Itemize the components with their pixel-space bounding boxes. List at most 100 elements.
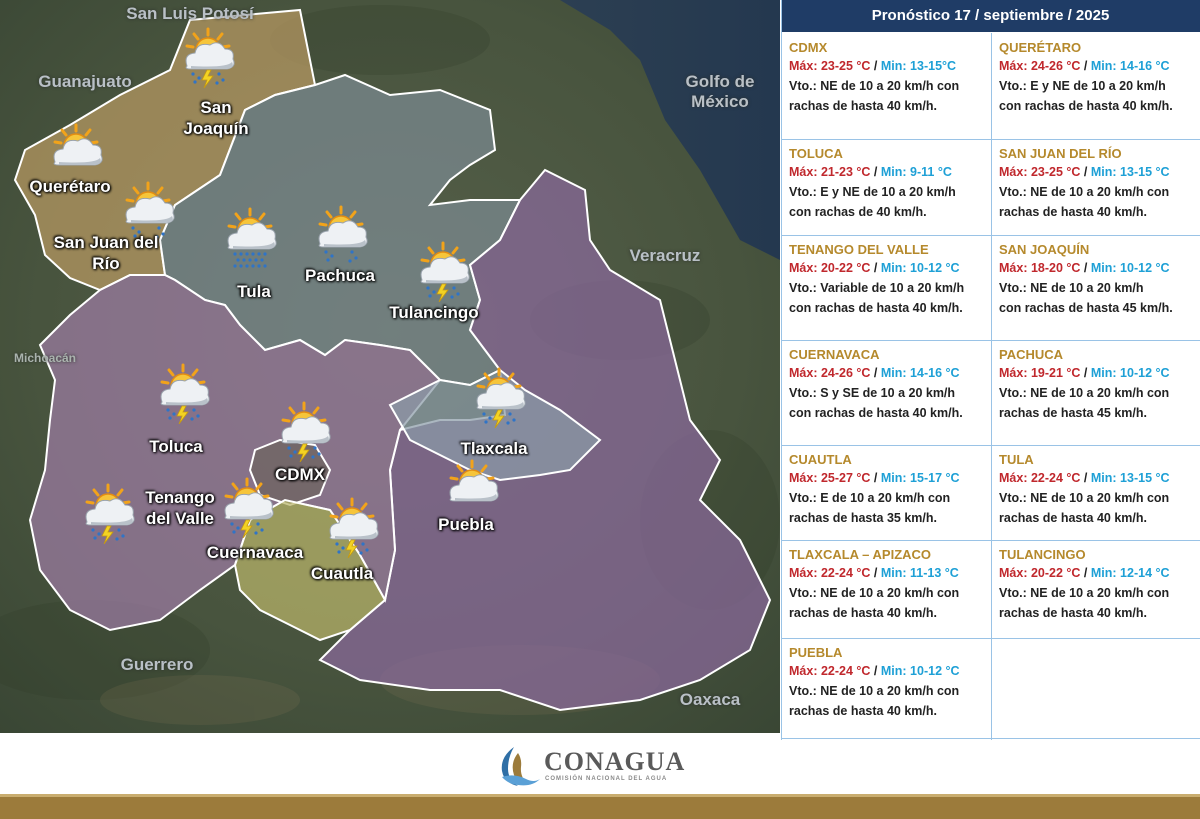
wind-line-2: rachas de hasta 40 km/h. — [999, 511, 1147, 525]
wind-line-1: Vto.: NE de 10 a 20 km/h con — [999, 185, 1170, 199]
max-prefix: Máx: — [789, 59, 818, 73]
forecast-cell: TULA Máx: 22-24 °C / Min: 13-15 °C Vto.: N… — [991, 445, 1200, 540]
temp-separator: / — [1080, 261, 1091, 275]
grid-divider — [781, 445, 1200, 446]
temp-separator: / — [870, 664, 881, 678]
footer-gold-bar — [0, 797, 1200, 819]
min-prefix: Min: — [880, 664, 907, 678]
city-name: QUERÉTARO — [999, 40, 1082, 55]
place-san-luis-potosi: San Luis Potosí — [126, 4, 254, 23]
storm-cloud-icon — [185, 27, 235, 88]
storm-cloud-icon — [329, 497, 379, 558]
temperature-line: Máx: 22-24 °C / Min: 13-15 °C — [999, 468, 1200, 488]
wind-line-2: rachas de hasta 40 km/h. — [789, 99, 937, 113]
sun-cloud-icon — [53, 123, 103, 166]
wind-line-1: Vto.: NE de 10 a 20 km/h — [999, 281, 1144, 295]
temp-separator: / — [870, 261, 881, 275]
place-veracruz: Veracruz — [629, 246, 701, 265]
min-prefix: Min: — [1090, 165, 1117, 179]
temp-separator: / — [870, 471, 881, 485]
max-temp: 23-25 °C — [1030, 165, 1081, 179]
wind-line-2: rachas de hasta 40 km/h. — [999, 606, 1147, 620]
min-prefix: Min: — [880, 366, 907, 380]
city-label-tlaxcala: Tlaxcala — [460, 439, 528, 458]
max-prefix: Máx: — [999, 59, 1028, 73]
max-temp: 22-24 °C — [820, 664, 871, 678]
wind-line-1: Vto.: S y SE de 10 a 20 km/h — [789, 386, 956, 400]
city-label-pachuca: Pachuca — [305, 266, 375, 285]
max-temp: 25-27 °C — [820, 471, 871, 485]
max-prefix: Máx: — [999, 165, 1028, 179]
storm-cloud-icon — [476, 367, 526, 428]
city-name: CUAUTLA — [789, 452, 852, 467]
temp-separator: / — [1080, 471, 1091, 485]
grid-divider — [781, 235, 1200, 236]
max-temp: 20-22 °C — [1030, 566, 1081, 580]
place-guerrero: Guerrero — [120, 655, 194, 674]
temp-separator: / — [1080, 566, 1091, 580]
wind-line-1: Vto.: NE de 10 a 20 km/h con — [789, 684, 960, 698]
min-prefix: Min: — [880, 59, 907, 73]
forecast-cell: QUERÉTARO Máx: 24-26 °C / Min: 14-16 °C Vt… — [991, 33, 1200, 139]
min-prefix: Min: — [1090, 471, 1117, 485]
grid-divider — [781, 738, 1200, 739]
forecast-cell: TULANCINGO Máx: 20-22 °C / Min: 12-14 °C V… — [991, 540, 1200, 638]
wind-line-2: con rachas de hasta 45 km/h. — [999, 301, 1173, 315]
min-prefix: Min: — [1090, 261, 1117, 275]
temperature-line: Máx: 23-25 °C / Min: 13-15 °C — [999, 162, 1200, 182]
forecast-cell: CUAUTLA Máx: 25-27 °C / Min: 15-17 °C Vto.… — [781, 445, 991, 540]
temperature-line: Máx: 19-21 °C / Min: 10-12 °C — [999, 363, 1200, 383]
min-prefix: Min: — [1090, 59, 1117, 73]
conagua-logo-icon — [501, 747, 540, 786]
wind-line-2: rachas de hasta 40 km/h. — [789, 704, 937, 718]
city-name: PUEBLA — [789, 645, 843, 660]
min-temp: 13-15°C — [910, 59, 957, 73]
city-name: TENANGO DEL VALLE — [789, 242, 929, 257]
max-prefix: Máx: — [999, 366, 1028, 380]
max-temp: 21-23 °C — [820, 165, 871, 179]
wind-line-2: con rachas de hasta 40 km/h. — [999, 99, 1173, 113]
min-temp: 10-12 °C — [910, 664, 960, 678]
sun-cloud-icon — [318, 205, 368, 263]
storm-cloud-icon — [224, 477, 274, 538]
place-golfo-de-mexico: Golfo de México — [685, 72, 755, 111]
forecast-cell: SAN JUAN DEL RÍO Máx: 23-25 °C / Min: 13-… — [991, 139, 1200, 235]
min-temp: 10-12 °C — [910, 261, 960, 275]
temperature-line: Máx: 24-26 °C / Min: 14-16 °C — [999, 56, 1200, 76]
temp-separator: / — [870, 566, 881, 580]
max-prefix: Máx: — [789, 566, 818, 580]
city-name: Tenango del Valle — [145, 488, 215, 528]
grid-divider — [781, 340, 1200, 341]
max-prefix: Máx: — [789, 165, 818, 179]
min-temp: 10-12 °C — [1120, 366, 1170, 380]
temperature-line: Máx: 23-25 °C / Min: 13-15°C — [789, 56, 991, 76]
temperature-line: Máx: 20-22 °C / Min: 12-14 °C — [999, 563, 1200, 583]
wind-line-1: Vto.: E de 10 a 20 km/h con — [789, 491, 951, 505]
temperature-line: Máx: 21-23 °C / Min: 9-11 °C — [789, 162, 991, 182]
forecast-cell: TENANGO DEL VALLE Máx: 20-22 °C / Min: 10… — [781, 235, 991, 340]
storm-cloud-icon — [160, 363, 210, 424]
city-name: TULANCINGO — [999, 547, 1086, 562]
storm-cloud-icon — [420, 241, 470, 302]
max-temp: 23-25 °C — [820, 59, 871, 73]
forecast-cell: CUERNAVACA Máx: 24-26 °C / Min: 14-16 °C V… — [781, 340, 991, 445]
grid-divider — [781, 638, 1200, 639]
min-prefix: Min: — [880, 261, 907, 275]
wind-line-2: rachas de hasta 45 km/h. — [999, 406, 1147, 420]
conagua-logo-subtitle: COMISIÓN NACIONAL DEL AGUA — [545, 776, 668, 782]
city-name: TLAXCALA – APIZACO — [789, 547, 932, 562]
city-name: San Juan del Río — [53, 233, 159, 273]
temp-separator: / — [1080, 59, 1091, 73]
temperature-line: Máx: 24-26 °C / Min: 14-16 °C — [789, 363, 991, 383]
max-temp: 22-24 °C — [1030, 471, 1081, 485]
wind-line-2: rachas de hasta 40 km/h. — [999, 205, 1147, 219]
temperature-line: Máx: 20-22 °C / Min: 10-12 °C — [789, 258, 991, 278]
min-prefix: Min: — [880, 165, 907, 179]
wind-line-1: Vto.: NE de 10 a 20 km/h con — [789, 586, 960, 600]
city-label-tulancingo: Tulancingo — [389, 303, 479, 322]
temp-separator: / — [870, 366, 881, 380]
morelos-region — [233, 498, 387, 642]
city-label-tula: Tula — [237, 282, 271, 301]
place-michoacan: Michoacán — [13, 351, 77, 365]
min-prefix: Min: — [1090, 366, 1117, 380]
